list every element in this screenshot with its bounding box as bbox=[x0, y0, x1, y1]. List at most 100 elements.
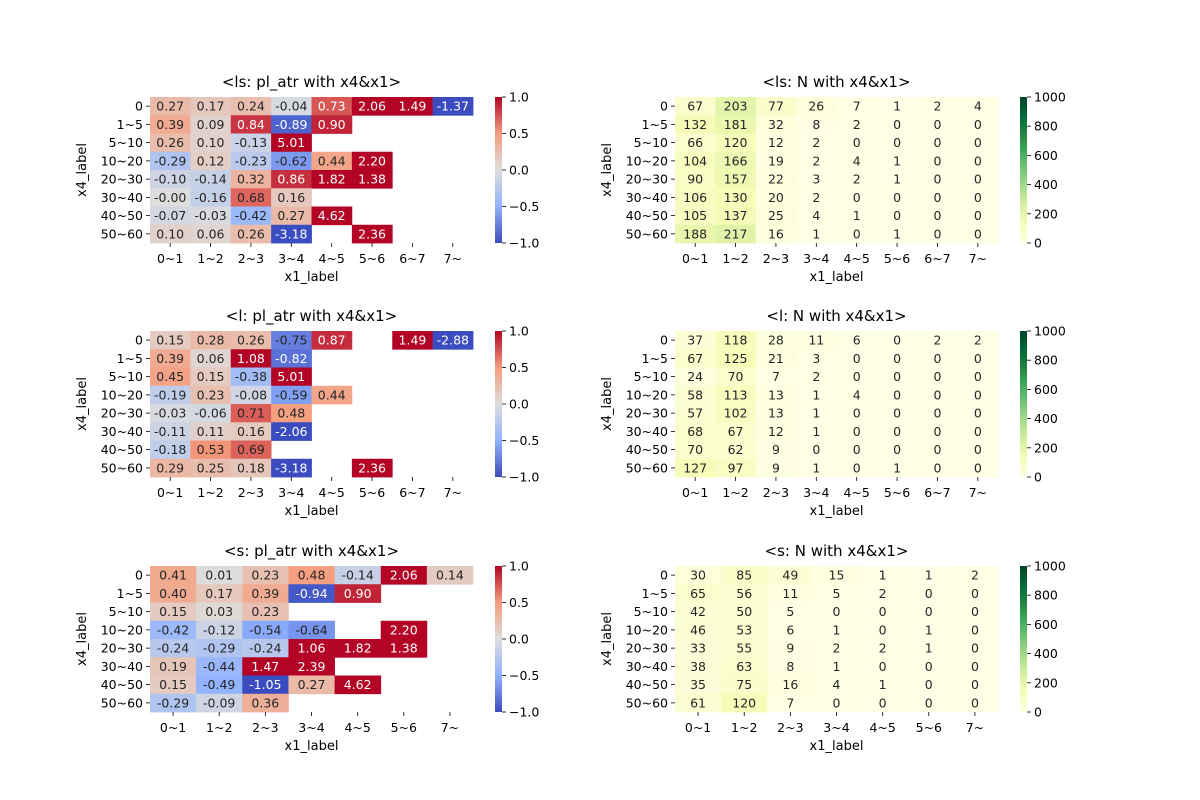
cell-value-label: 0.71 bbox=[237, 406, 265, 421]
colorbar-tick-label: 1000 bbox=[1034, 324, 1066, 339]
cell-value-label: 63 bbox=[736, 659, 752, 674]
cell-value-label: 1 bbox=[833, 659, 841, 674]
cell-value-label: 1.06 bbox=[298, 641, 326, 656]
heatmap-cell bbox=[190, 188, 232, 207]
heatmap-cell bbox=[917, 133, 959, 153]
y-tick-label: 30~40 bbox=[626, 190, 668, 205]
cell-value-label: 118 bbox=[724, 333, 748, 348]
heatmap-cell bbox=[715, 422, 757, 441]
colorbar bbox=[1020, 331, 1027, 477]
cell-value-label: 2 bbox=[812, 190, 820, 205]
cell-value-label: 2.06 bbox=[358, 99, 386, 114]
heatmap-cell bbox=[675, 620, 722, 640]
x-tick-label: 5~6 bbox=[391, 720, 417, 735]
cell-value-label: 0 bbox=[974, 442, 982, 457]
heatmap-cell bbox=[392, 97, 434, 116]
x-tick-label: 2~3 bbox=[252, 720, 278, 735]
cell-value-label: 0 bbox=[933, 153, 941, 168]
cell-value-label: 0.06 bbox=[197, 226, 225, 241]
heatmap-cell bbox=[715, 133, 757, 153]
cell-value-label: 132 bbox=[683, 117, 707, 132]
heatmap-cell bbox=[715, 206, 757, 226]
heatmap-cell bbox=[190, 151, 232, 171]
colorbar-tick-label: 400 bbox=[1034, 177, 1058, 192]
y-tick-label: 5~10 bbox=[109, 369, 143, 384]
cell-value-label: 0.86 bbox=[277, 172, 305, 187]
colorbar bbox=[495, 331, 502, 477]
cell-value-label: 1 bbox=[925, 622, 933, 637]
heatmap-cell bbox=[721, 675, 768, 695]
heatmap-cell bbox=[715, 115, 757, 134]
heatmap-cell bbox=[334, 639, 382, 658]
colorbar-tick-label: 200 bbox=[1034, 675, 1058, 690]
heatmap-cell bbox=[334, 584, 382, 603]
cell-value-label: 1 bbox=[812, 460, 820, 475]
heatmap-cell bbox=[242, 620, 289, 640]
heatmap-cell bbox=[755, 349, 797, 368]
cell-value-label: -0.29 bbox=[203, 641, 235, 656]
heatmap-cell bbox=[755, 188, 797, 207]
colorbar-tick-label: 1.0 bbox=[509, 559, 529, 574]
cell-value-label: 1.38 bbox=[358, 172, 386, 187]
cell-value-label: 0 bbox=[833, 695, 841, 710]
cell-value-label: 181 bbox=[724, 117, 748, 132]
heatmap-cell bbox=[715, 151, 757, 171]
colorbar-tick-label: 0.0 bbox=[509, 632, 529, 647]
heatmap-cell bbox=[767, 675, 814, 695]
cell-value-label: -0.06 bbox=[194, 406, 226, 421]
cell-value-label: 0.17 bbox=[205, 586, 233, 601]
cell-value-label: 0 bbox=[933, 460, 941, 475]
heatmap-cell bbox=[917, 367, 959, 387]
cell-value-label: -0.94 bbox=[295, 586, 327, 601]
heatmap-cell bbox=[432, 331, 474, 350]
colorbar-tick-label: 0.5 bbox=[509, 360, 529, 375]
x-tick-label: 2~3 bbox=[238, 485, 264, 500]
cell-value-label: 0 bbox=[853, 406, 861, 421]
heatmap-cell bbox=[150, 97, 191, 116]
cell-value-label: -0.16 bbox=[194, 190, 226, 205]
heatmap-cell bbox=[715, 367, 757, 387]
heatmap-cell bbox=[957, 404, 999, 423]
heatmap-cell bbox=[859, 602, 907, 622]
heatmap-cell bbox=[230, 367, 272, 387]
cell-value-label: 4 bbox=[812, 208, 820, 223]
y-tick-label: 1~5 bbox=[117, 586, 143, 601]
cell-value-label: 0 bbox=[879, 695, 887, 710]
cell-value-label: 42 bbox=[690, 604, 706, 619]
cell-value-label: 0 bbox=[933, 135, 941, 150]
heatmap-cell bbox=[836, 188, 878, 207]
heatmap-cell bbox=[230, 188, 272, 207]
cell-value-label: 1 bbox=[812, 387, 820, 402]
cell-value-label: 2.20 bbox=[390, 622, 418, 637]
heatmap-cell bbox=[230, 440, 272, 460]
cell-value-label: 0.03 bbox=[205, 604, 233, 619]
heatmap-cell bbox=[917, 458, 959, 478]
cell-value-label: 0.68 bbox=[237, 190, 265, 205]
cell-value-label: 0.28 bbox=[197, 333, 225, 348]
cell-value-label: 0 bbox=[893, 406, 901, 421]
heatmap-cell bbox=[715, 224, 757, 244]
heatmap-cell bbox=[675, 404, 716, 423]
chart-title: <s: pl_atr with x4&x1> bbox=[224, 542, 399, 561]
heatmap-cell bbox=[836, 115, 878, 134]
cell-value-label: -2.88 bbox=[437, 333, 469, 348]
cell-value-label: -0.10 bbox=[154, 172, 186, 187]
cell-value-label: 0 bbox=[812, 442, 820, 457]
heatmap-cell bbox=[675, 331, 716, 350]
cell-value-label: 0 bbox=[971, 586, 979, 601]
cell-value-label: 2 bbox=[971, 568, 979, 583]
heatmap-cell bbox=[917, 440, 959, 460]
cell-value-label: 1 bbox=[925, 568, 933, 583]
heatmap-cell bbox=[796, 224, 837, 244]
cell-value-label: 0 bbox=[974, 387, 982, 402]
cell-value-label: 2 bbox=[833, 641, 841, 656]
cell-value-label: 0 bbox=[933, 387, 941, 402]
heatmap-cell bbox=[836, 385, 878, 405]
colorbar-tick-label: 1000 bbox=[1034, 90, 1066, 105]
cell-value-label: -0.49 bbox=[203, 677, 235, 692]
cell-value-label: 0 bbox=[853, 351, 861, 366]
cell-value-label: 0.19 bbox=[159, 659, 187, 674]
heatmap-cell bbox=[271, 97, 312, 116]
heatmap-cell bbox=[876, 367, 918, 387]
heatmap-cell bbox=[150, 458, 191, 478]
